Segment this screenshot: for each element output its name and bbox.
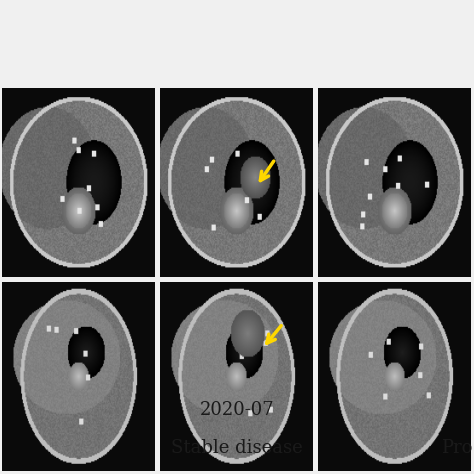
Text: Pro: Pro	[441, 439, 472, 457]
Text: 2020-07: 2020-07	[200, 401, 274, 419]
Text: Stable disease: Stable disease	[171, 439, 303, 457]
